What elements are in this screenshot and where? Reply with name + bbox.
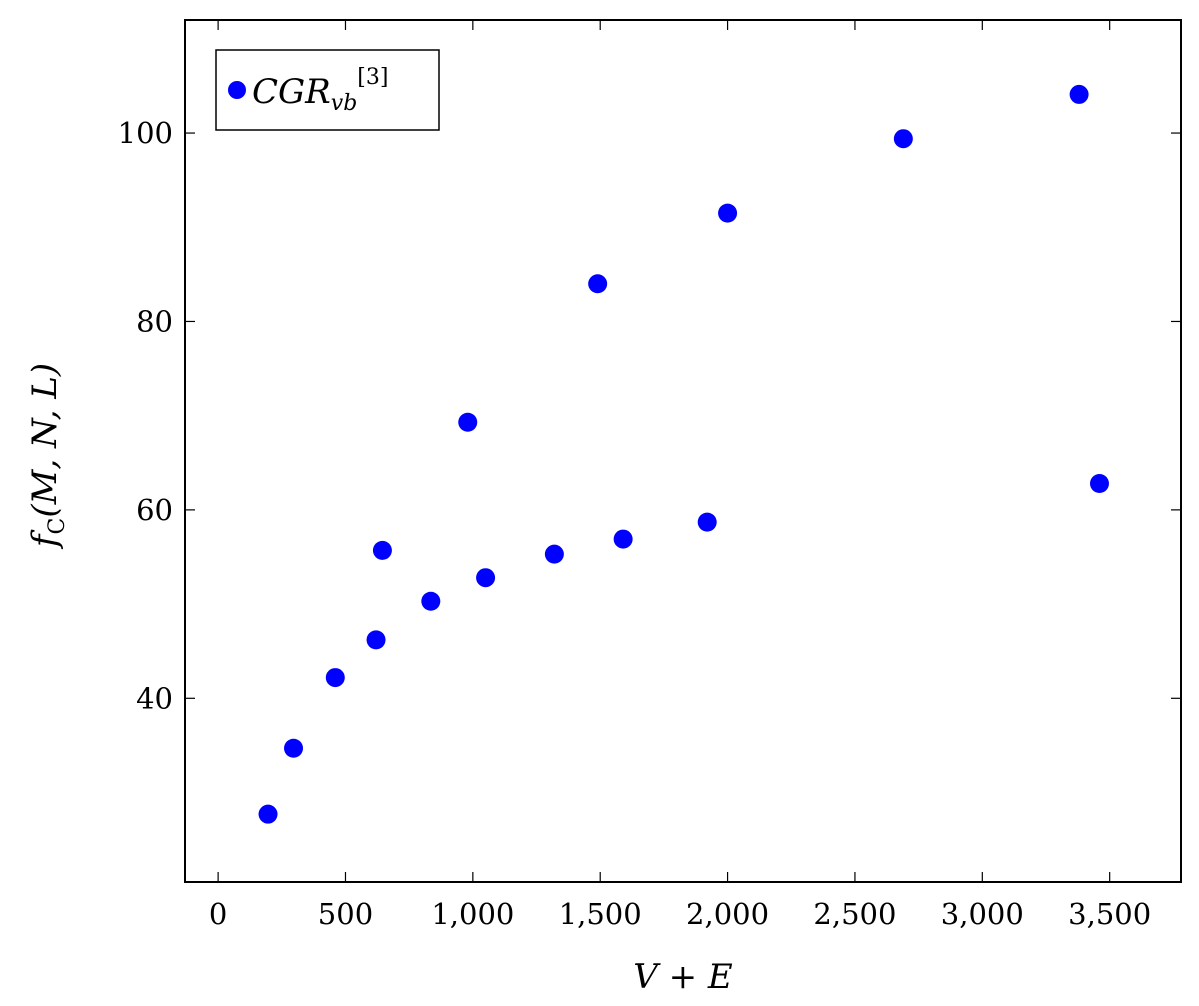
data-point [372, 540, 392, 560]
data-point [421, 591, 441, 611]
x-axis-label: V + E [633, 957, 733, 997]
x-tick-label: 500 [318, 897, 373, 931]
data-points [258, 84, 1109, 824]
data-point [325, 668, 345, 688]
axis-ticks [185, 20, 1181, 882]
y-axis-label: fC(M, N, L) [25, 363, 70, 550]
data-point [366, 630, 386, 650]
y-tick-label: 100 [118, 116, 173, 150]
legend-entry-sub: vb [331, 91, 358, 116]
x-tick-label: 3,000 [941, 897, 1024, 931]
legend-marker [228, 81, 246, 99]
data-point [544, 544, 564, 564]
y-axis-label-args: (M, N, L) [25, 363, 65, 518]
data-point [458, 412, 478, 432]
data-point [697, 512, 717, 532]
legend: CGRvb[3] [215, 49, 440, 131]
data-point [718, 203, 738, 223]
legend-entry-sup: [3] [357, 65, 388, 90]
svg-text:fC(M, N, L): fC(M, N, L) [25, 363, 70, 550]
data-point [258, 804, 278, 824]
legend-entry: CGRvb[3] [252, 65, 388, 116]
y-axis-label-sub: C [45, 518, 70, 535]
data-point [613, 529, 633, 549]
data-point [588, 274, 608, 294]
x-tick-label: 1,000 [431, 897, 514, 931]
legend-box [215, 49, 440, 131]
x-tick-label: 0 [209, 897, 227, 931]
x-tick-label: 1,500 [559, 897, 642, 931]
x-tick-label: 2,500 [813, 897, 896, 931]
data-point [476, 568, 496, 588]
y-tick-label: 60 [136, 493, 173, 527]
data-point [893, 129, 913, 149]
x-tick-label: 2,000 [686, 897, 769, 931]
y-tick-label: 40 [136, 681, 173, 715]
x-tick-label: 3,500 [1068, 897, 1151, 931]
plot-area-frame [184, 19, 1182, 883]
data-point [1089, 474, 1109, 494]
y-tick-label: 80 [136, 304, 173, 338]
legend-entry-main: CGR [252, 72, 331, 112]
data-point [1069, 84, 1089, 104]
data-point [284, 738, 304, 758]
axis-tick-labels: 0 500 1,000 1,500 2,000 2,500 3,000 3,500 40 60 80… [118, 116, 1152, 931]
